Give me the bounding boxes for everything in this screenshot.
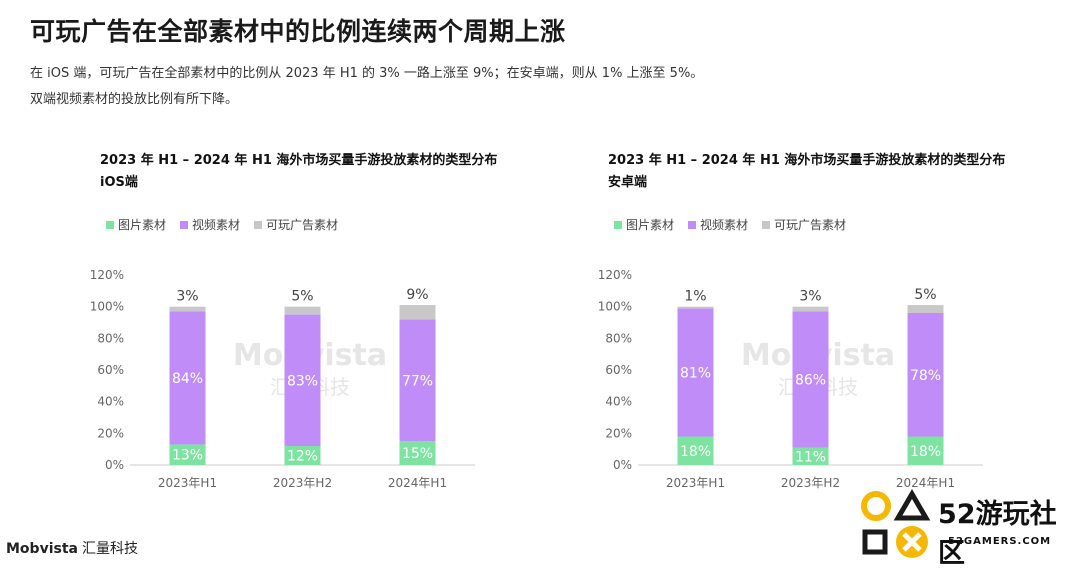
stacked-bar-chart-ios: 0%20%40%60%80%100%120%Mobvista汇量科技13%84%… xyxy=(90,268,475,490)
legend-label-image: 图片素材 xyxy=(626,218,675,232)
bar-segment-playable xyxy=(284,306,321,315)
y-tick-label: 120% xyxy=(90,268,124,282)
footer-brand: Mobvista 汇量科技 xyxy=(6,538,138,558)
data-label-video: 84% xyxy=(172,371,203,387)
data-label-image: 12% xyxy=(287,449,318,465)
legend-item-playable: 可玩广告素材 xyxy=(762,216,846,233)
y-tick-label: 100% xyxy=(598,300,632,314)
y-tick-label: 60% xyxy=(605,363,632,377)
bar-segment-playable xyxy=(792,306,829,312)
y-tick-label: 60% xyxy=(97,363,124,377)
corner-logo-text: 52游玩社区 xyxy=(938,499,1057,569)
y-tick-label: 100% xyxy=(90,300,124,314)
legend-label-playable: 可玩广告素材 xyxy=(266,218,339,232)
data-label-video: 86% xyxy=(795,373,826,389)
data-label-image: 18% xyxy=(680,444,711,460)
bar-segment-image xyxy=(284,446,321,465)
chart-platform: iOS端 xyxy=(100,175,138,190)
y-tick-label: 0% xyxy=(613,458,632,472)
data-label-image: 15% xyxy=(402,446,433,462)
y-tick-label: 20% xyxy=(97,426,124,440)
data-label-image: 18% xyxy=(910,444,941,460)
bar-segment-image xyxy=(792,447,829,465)
data-label-playable: 3% xyxy=(799,289,821,305)
chart-ios: 2023 年 H1 – 2024 年 H1 海外市场买量手游投放素材的类型分布 … xyxy=(90,150,570,500)
data-label-image: 11% xyxy=(795,449,826,465)
bar-segment-video xyxy=(169,311,206,445)
legend-item-image: 图片素材 xyxy=(106,216,166,233)
data-label-video: 81% xyxy=(680,365,711,381)
y-tick-label: 80% xyxy=(605,331,632,345)
legend-swatch-video xyxy=(180,220,189,229)
data-label-playable: 1% xyxy=(684,289,706,305)
y-tick-label: 40% xyxy=(605,395,632,409)
x-tick-label: 2024年H1 xyxy=(896,476,955,490)
legend-swatch-playable xyxy=(762,220,771,229)
chart-platform: 安卓端 xyxy=(608,175,648,190)
bar-segment-video xyxy=(399,319,436,442)
corner-logo: 52游玩社区 52GAMERS.COM xyxy=(856,488,1074,569)
stacked-bar-chart-android: 0%20%40%60%80%100%120%Mobvista汇量科技18%81%… xyxy=(598,268,983,490)
bar-segment-video xyxy=(907,313,944,437)
legend-item-image: 图片素材 xyxy=(614,216,674,233)
data-label-playable: 5% xyxy=(914,287,936,303)
brand-logo-text: Mobvista xyxy=(6,541,78,557)
y-tick-label: 40% xyxy=(97,395,124,409)
data-label-video: 78% xyxy=(910,368,941,384)
legend-swatch-video xyxy=(688,220,697,229)
bar-segment-image xyxy=(169,444,206,465)
y-tick-label: 20% xyxy=(605,426,632,440)
bar-segment-image xyxy=(907,436,944,465)
chart-legend: 图片素材 视频素材 可玩广告素材 xyxy=(106,216,338,233)
x-tick-label: 2023年H1 xyxy=(666,476,725,490)
bar-segment-image xyxy=(677,436,714,465)
bar-segment-video xyxy=(284,314,321,446)
legend-item-playable: 可玩广告素材 xyxy=(254,216,338,233)
x-tick-label: 2023年H2 xyxy=(781,476,840,490)
legend-swatch-image xyxy=(106,220,114,229)
y-tick-label: 80% xyxy=(97,331,124,345)
subtitle-line-1: 在 iOS 端，可玩广告在全部素材中的比例从 2023 年 H1 的 3% 一路… xyxy=(30,66,704,81)
legend-label-playable: 可玩广告素材 xyxy=(774,218,847,232)
legend-swatch-playable xyxy=(254,220,263,229)
data-label-playable: 3% xyxy=(176,289,198,305)
legend-item-video: 视频素材 xyxy=(688,216,748,233)
legend-label-video: 视频素材 xyxy=(192,218,241,232)
bar-segment-playable xyxy=(399,305,436,320)
chart-android: 2023 年 H1 – 2024 年 H1 海外市场买量手游投放素材的类型分布 … xyxy=(598,150,1078,500)
bar-segment-playable xyxy=(169,306,206,312)
legend-item-video: 视频素材 xyxy=(180,216,240,233)
chart-title: 2023 年 H1 – 2024 年 H1 海外市场买量手游投放素材的类型分布 xyxy=(608,153,1006,168)
x-tick-label: 2023年H1 xyxy=(158,476,217,490)
data-label-video: 77% xyxy=(402,373,433,389)
data-label-playable: 5% xyxy=(291,289,313,305)
subtitle-line-2: 双端视频素材的投放比例有所下降。 xyxy=(30,92,239,107)
y-tick-label: 120% xyxy=(598,268,632,282)
x-tick-label: 2024年H1 xyxy=(388,476,447,490)
chart-legend: 图片素材 视频素材 可玩广告素材 xyxy=(614,216,846,233)
page-title: 可玩广告在全部素材中的比例连续两个周期上涨 xyxy=(30,17,566,46)
legend-label-video: 视频素材 xyxy=(700,218,749,232)
bar-segment-image xyxy=(399,441,436,465)
brand-cn-text: 汇量科技 xyxy=(81,541,138,557)
legend-swatch-image xyxy=(614,220,622,229)
bar-segment-video xyxy=(677,308,714,437)
legend-label-image: 图片素材 xyxy=(118,218,167,232)
bar-segment-playable xyxy=(677,306,714,309)
y-tick-label: 0% xyxy=(105,458,124,472)
data-label-image: 13% xyxy=(172,448,203,464)
x-tick-label: 2023年H2 xyxy=(273,476,332,490)
bar-segment-video xyxy=(792,311,829,448)
bar-segment-playable xyxy=(907,305,944,313)
data-label-video: 83% xyxy=(287,373,318,389)
gamers-logo-icon xyxy=(861,489,931,558)
chart-title: 2023 年 H1 – 2024 年 H1 海外市场买量手游投放素材的类型分布 xyxy=(100,153,498,168)
corner-logo-url: 52GAMERS.COM xyxy=(948,536,1052,547)
data-label-playable: 9% xyxy=(406,287,428,303)
